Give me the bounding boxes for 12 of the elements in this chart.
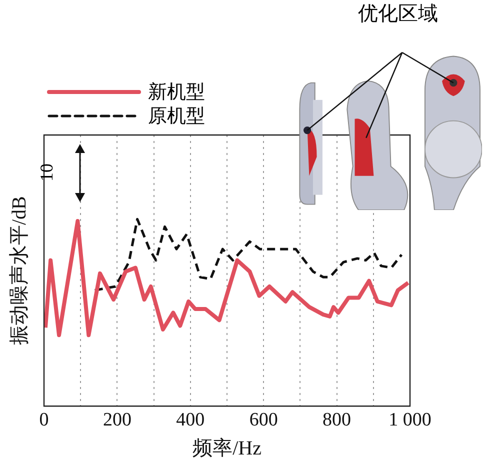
x-tick-label: 400 [176, 410, 205, 431]
x-tick-label: 0 [39, 410, 49, 431]
x-tick-label: 600 [249, 410, 278, 431]
x-tick-label: 1 000 [388, 410, 432, 431]
y-axis-title: 振动噪声水平/dB [8, 196, 30, 346]
x-tick-label: 200 [102, 410, 132, 431]
legend-label: 新机型 [148, 81, 205, 105]
text: 优化区域 [358, 0, 438, 27]
legend-label: 原机型 [148, 105, 205, 129]
x-tick-label: 800 [322, 410, 352, 431]
x-axis-title: 频率/Hz [192, 437, 262, 460]
text: 10 [36, 164, 58, 182]
